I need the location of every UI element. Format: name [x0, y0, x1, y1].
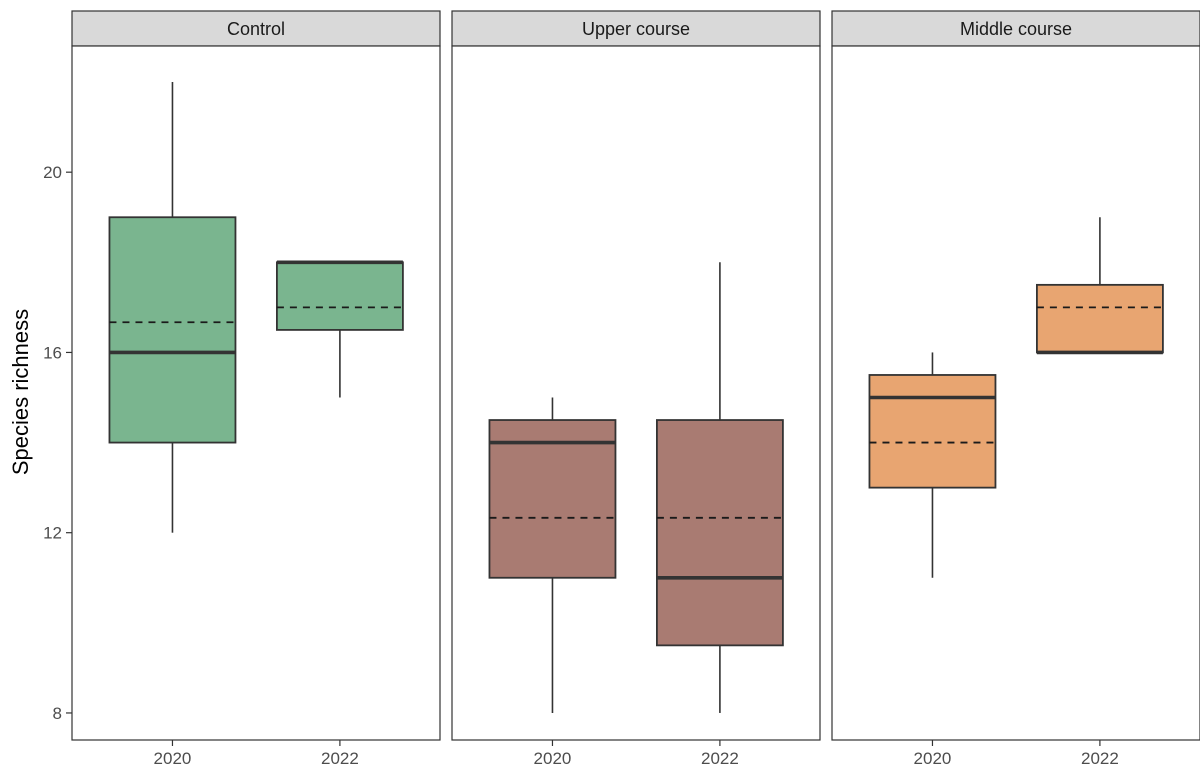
panel-border	[451, 45, 821, 741]
panel-border	[831, 45, 1200, 741]
box-2022	[276, 260, 404, 398]
box-body	[656, 419, 784, 647]
x-tick-label: 2020	[914, 749, 952, 767]
box-body	[1036, 283, 1164, 354]
box-body	[108, 216, 237, 444]
facet-panel-1: Upper course 2020 2022	[451, 10, 821, 767]
x-tick-label: 2022	[701, 749, 739, 767]
box-2022	[656, 262, 784, 713]
strip-label: Middle course	[960, 19, 1072, 39]
box-body	[868, 374, 997, 489]
box-2020	[108, 82, 237, 533]
strip-background	[451, 10, 821, 47]
y-tick-label: 16	[43, 343, 62, 362]
y-tick-label: 12	[43, 524, 62, 543]
strip-label: Upper course	[582, 19, 690, 39]
strip-background	[831, 10, 1200, 47]
x-tick-label: 2022	[1081, 749, 1119, 767]
facet-panel-2: Middle course 2020 2022	[831, 10, 1200, 767]
x-tick-label: 2022	[321, 749, 359, 767]
box-body	[488, 419, 617, 579]
x-tick-label: 2020	[154, 749, 192, 767]
y-axis-title: Species richness	[8, 309, 33, 475]
strip-background	[71, 10, 441, 47]
strip-label: Control	[227, 19, 285, 39]
y-tick-label: 8	[53, 704, 62, 723]
box-2020	[488, 397, 617, 713]
y-tick-label: 20	[43, 163, 62, 182]
panel-border	[71, 45, 441, 741]
box-2020	[868, 352, 997, 578]
box-body	[276, 261, 404, 331]
x-tick-label: 2020	[534, 749, 572, 767]
box-2022	[1036, 217, 1164, 355]
